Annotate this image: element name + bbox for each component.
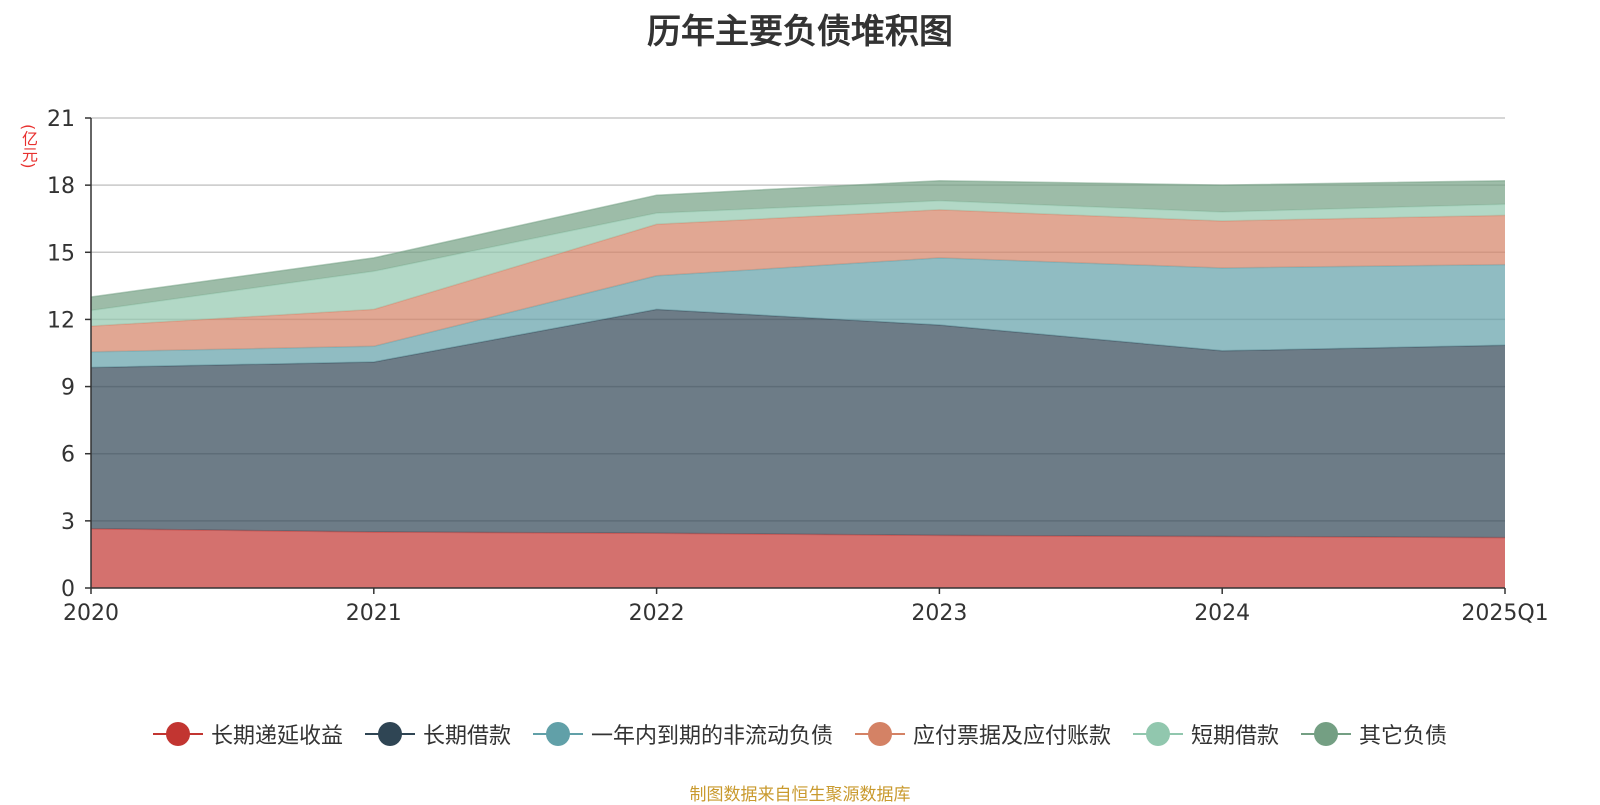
y-tick-label: 12 — [47, 308, 75, 333]
legend-item-3[interactable]: 应付票据及应付账款 — [855, 718, 1111, 750]
chart-title: 历年主要负债堆积图 — [647, 12, 953, 52]
y-tick-label: 3 — [61, 510, 75, 535]
legend-marker-dot — [165, 722, 190, 746]
x-tick-label: 2025Q1 — [1461, 601, 1548, 626]
legend-marker — [532, 721, 583, 747]
legend-marker — [364, 721, 415, 747]
legend-marker-dot — [868, 722, 892, 746]
area-series-5[interactable] — [91, 180, 1505, 311]
legend-marker-dot — [1146, 722, 1171, 746]
legend: 长期递延收益 长期借款 一年内到期的非流动负债 应付票据及应付账款 短期借款 其它负债 — [0, 718, 1600, 750]
area-series-3[interactable] — [91, 209, 1505, 352]
legend-item-5[interactable]: 其它负债 — [1301, 718, 1447, 750]
area-series-0[interactable] — [91, 528, 1505, 588]
area-series-2[interactable] — [91, 257, 1505, 368]
legend-item-2[interactable]: 一年内到期的非流动负债 — [532, 718, 833, 750]
legend-marker-dot — [545, 722, 570, 746]
axes — [85, 117, 1506, 594]
legend-label: 长期递延收益 — [210, 724, 343, 749]
legend-item-1[interactable]: 长期借款 — [364, 718, 511, 750]
y-tick-label: 21 — [47, 107, 75, 132]
x-tick-label: 2021 — [346, 601, 402, 626]
y-tick-label: 18 — [47, 174, 75, 199]
data-source-note: 制图数据来自恒生聚源数据库 — [689, 785, 911, 805]
y-axis-unit-label: (亿元) — [19, 124, 38, 169]
legend-label: 其它负债 — [1359, 724, 1448, 749]
legend-label: 一年内到期的非流动负债 — [590, 724, 833, 749]
legend-marker — [1301, 721, 1352, 747]
y-tick-label: 0 — [61, 577, 75, 602]
area-series-group — [90, 179, 1506, 588]
area-series-edge-5 — [90, 179, 1506, 298]
y-axis-tick-labels: 0 3 6 9 12 15 18 21 — [47, 107, 75, 602]
x-tick-label: 2020 — [63, 601, 119, 626]
y-tick-label: 15 — [47, 241, 75, 266]
legend-marker-dot — [1314, 722, 1339, 746]
legend-marker — [1133, 721, 1184, 747]
legend-marker-dot — [377, 722, 402, 746]
x-tick-label: 2024 — [1194, 601, 1250, 626]
area-series-1[interactable] — [91, 309, 1505, 538]
area-series-4[interactable] — [91, 200, 1505, 327]
legend-label: 应付票据及应付账款 — [913, 724, 1112, 749]
legend-marker — [152, 721, 203, 747]
y-tick-label: 9 — [61, 376, 75, 401]
legend-item-4[interactable]: 短期借款 — [1133, 718, 1279, 750]
legend-item-0[interactable]: 长期递延收益 — [152, 718, 343, 750]
y-tick-label: 6 — [61, 443, 75, 468]
x-tick-label: 2023 — [911, 601, 967, 626]
legend-marker — [855, 721, 905, 747]
x-tick-label: 2022 — [629, 601, 685, 626]
x-axis-tick-labels: 2020 2021 2022 2023 2024 2025Q1 — [63, 601, 1549, 626]
legend-label: 长期借款 — [422, 724, 511, 749]
legend-label: 短期借款 — [1191, 724, 1280, 749]
